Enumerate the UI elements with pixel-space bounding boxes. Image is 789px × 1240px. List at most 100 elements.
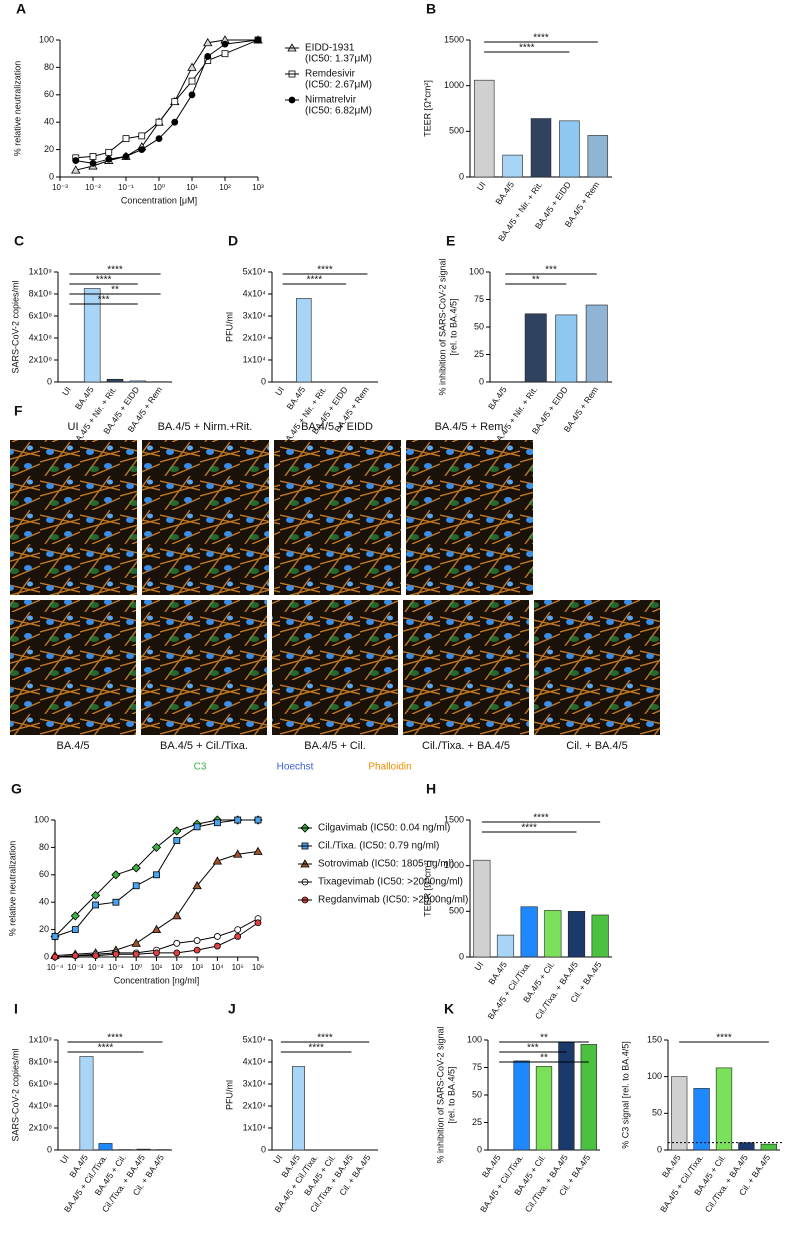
bar [671,1076,688,1151]
bar [567,911,586,958]
panel-letter: B [426,1,436,17]
bar [83,288,101,383]
legend-label: Sotrovimab (IC50: 1805 ng/ml) [318,859,454,870]
panel-letter: K [444,1001,454,1017]
x-tick-label: UI [271,1153,284,1166]
y-tick-label: 100 [467,1034,482,1044]
x-tick-label: 10⁶ [252,963,264,972]
x-tick-label: BA.4/5 [486,384,509,411]
micrograph [10,600,136,735]
micrograph [141,600,267,735]
marker [51,933,59,940]
micrograph [142,440,269,595]
y-tick-label: 75 [472,1062,482,1072]
marker [188,91,196,99]
marker [112,898,120,906]
x-tick-label: 10⁵ [232,963,244,972]
marker [91,890,101,900]
marker [221,40,229,48]
bar [473,79,495,178]
marker [254,919,262,927]
x-tick-label: 10⁻² [88,963,104,972]
marker [204,53,212,60]
legend-note: (IC50: 1.37μM) [305,54,372,65]
bar [559,120,580,178]
legend-label: EIDD-1931 [305,43,355,54]
marker [105,148,113,156]
marker [92,952,99,960]
image-label: Cil./Tixa. + BA.4/5 [422,740,510,752]
legend-label: Tixagevimab (IC50: >2000ng/ml) [318,877,463,888]
image-label: BA.4/5 + Cil./Tixa. [160,740,248,752]
bar [496,934,515,958]
y-axis-title: PFU/ml [224,1080,234,1110]
significance-label: **** [521,823,537,834]
y-tick-label: 50 [474,321,484,331]
x-tick-label: UI [60,385,73,398]
channel-label: C3 [194,762,207,773]
x-tick-label: 10⁰ [130,963,142,972]
y-tick-label: 0 [47,376,52,386]
panel-letter: G [11,781,22,797]
marker [112,950,120,958]
marker [132,882,140,890]
y-tick-label: 500 [449,126,464,136]
marker [72,157,80,164]
y-tick-label: 75 [474,294,484,304]
marker [213,942,221,950]
bar [760,1143,777,1151]
y-axis-title: % inhibition of SARS-CoV-2 signal [437,258,447,395]
y-tick-label: 1000 [444,80,464,90]
marker [173,949,181,957]
bar [292,1066,305,1151]
y-tick-label: 5x10⁴ [243,1034,267,1044]
y-axis-title: % C3 signal [rel. to BA.4/5] [620,1041,630,1149]
y-tick-label: 100 [469,266,484,276]
legend-note: (IC50: 6.82μM) [305,106,372,117]
y-tick-label: 8x10⁸ [29,288,53,298]
marker [172,911,182,920]
significance-label: **** [716,1033,732,1044]
marker [187,62,197,71]
bar [502,154,523,178]
y-tick-label: 60 [39,869,49,879]
significance-label: ** [111,285,119,296]
bar [106,378,124,383]
panel-letter: H [426,781,436,797]
image-label: UI [68,421,79,433]
significance-label: **** [317,265,333,276]
x-tick-label: 10¹ [151,963,163,972]
x-tick-label: 10⁻⁴ [47,963,64,972]
bar [715,1067,733,1151]
y-tick-label: 2x10⁴ [243,332,267,342]
bar [524,313,547,383]
bar [693,1088,710,1151]
marker [193,937,201,944]
y-tick-label: 0 [44,951,49,961]
marker [89,159,97,167]
significance-label: **** [533,813,549,824]
marker [71,926,79,933]
y-tick-label: 60 [44,89,54,99]
y-tick-label: 20 [39,924,49,934]
y-tick-label: 0 [459,951,464,961]
y-tick-label: 1500 [444,814,464,824]
y-tick-label: 80 [44,62,54,72]
marker [153,949,160,957]
significance-label: *** [527,1043,539,1054]
x-tick-label: UI [273,385,286,398]
marker [153,871,160,879]
marker [51,953,59,961]
y-tick-label: 40 [44,117,54,127]
significance-label: **** [96,275,112,286]
y-tick-label: 0 [459,171,464,181]
marker [254,816,262,824]
marker [221,50,229,58]
x-tick-label: 10⁻¹ [118,183,134,192]
significance-label: **** [98,1043,114,1054]
x-tick-label: 10⁻³ [67,963,83,972]
x-tick-label: BA.4/5 [486,959,509,986]
y-tick-label: 5x10⁴ [243,266,267,276]
y-tick-label: 3x10⁴ [243,310,267,320]
